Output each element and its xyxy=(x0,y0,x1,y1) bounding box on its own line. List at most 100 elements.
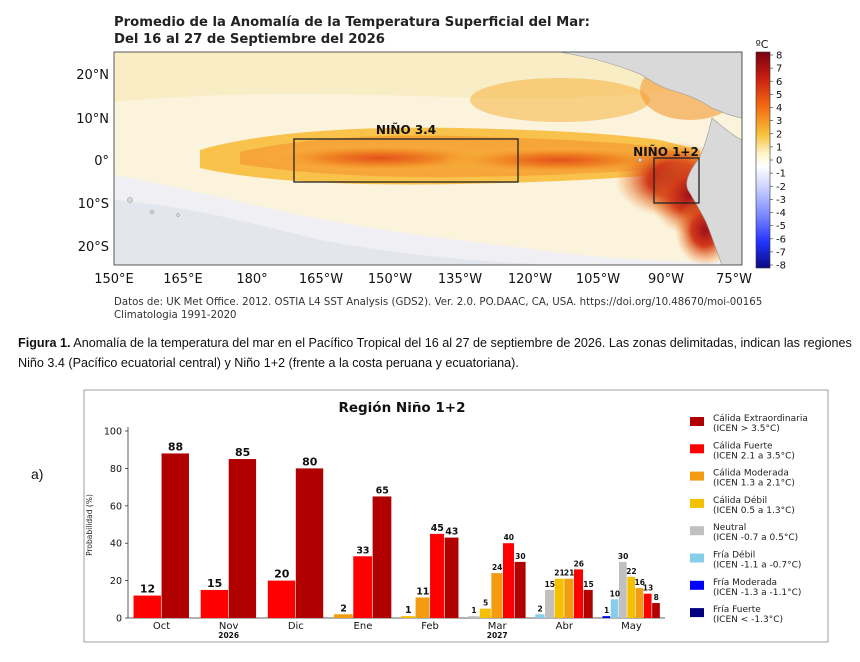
bar-calida-extraordinaria xyxy=(583,589,593,618)
bar-calida-fuerte xyxy=(133,595,161,618)
bar-value-label: 1 xyxy=(405,605,412,616)
figure-caption: Figura 1. Anomalía de la temperatura del… xyxy=(18,333,858,373)
bar-value-label: 15 xyxy=(207,577,222,590)
legend-label: Neutral xyxy=(713,523,746,533)
bar-value-label: 43 xyxy=(445,527,458,538)
year-label: 2026 xyxy=(218,631,239,640)
x-tick-label: Nov xyxy=(219,621,239,632)
colorbar-tick: -2 xyxy=(776,182,786,193)
bar-value-label: 5 xyxy=(483,599,488,608)
bar-calida-fuerte xyxy=(643,593,652,618)
colorbar-tick: -5 xyxy=(776,221,786,232)
lon-label: 150°W xyxy=(368,272,412,287)
legend-range: (ICEN 1.3 a 2.1°C) xyxy=(713,479,795,489)
nino12-box xyxy=(653,157,700,204)
lon-label: 150°E xyxy=(94,272,134,287)
bar-calida-fuerte xyxy=(353,556,373,618)
legend-swatch-neutral xyxy=(690,526,704,536)
bar-calida-fuerte xyxy=(502,543,514,618)
legend-range: (ICEN 0.5 a 1.3°C) xyxy=(713,506,795,516)
legend-label: Cálida Fuerte xyxy=(713,441,773,451)
bar-value-label: 80 xyxy=(302,455,318,468)
x-tick-label: Dic xyxy=(288,621,304,632)
lon-label: 90°W xyxy=(648,272,684,287)
bar-value-label: 30 xyxy=(618,552,628,561)
year-label: 2027 xyxy=(487,631,508,640)
bar-value-label: 11 xyxy=(416,586,429,597)
y-tick-label: 20 xyxy=(110,576,122,587)
lon-label: 120°W xyxy=(508,272,552,287)
bar-calida-extraordinaria xyxy=(161,453,189,618)
bar-value-label: 22 xyxy=(626,567,636,576)
bar-value-label: 26 xyxy=(574,559,584,568)
bar-value-label: 21 xyxy=(554,569,564,578)
bar-value-label: 85 xyxy=(235,446,250,459)
bar-value-label: 13 xyxy=(643,584,653,593)
legend-swatch-calida-debil xyxy=(690,498,704,508)
bar-calida-extraordinaria xyxy=(372,496,392,618)
bar-neutral xyxy=(544,589,555,618)
bar-value-label: 2 xyxy=(340,603,347,614)
x-tick-label: Mar xyxy=(488,621,508,632)
colorbar-tick: 5 xyxy=(776,90,782,101)
nino12-label: NIÑO 1+2 xyxy=(633,144,699,159)
bar-value-label: 12 xyxy=(140,583,155,596)
bar-value-label: 30 xyxy=(515,552,525,561)
bar-value-label: 20 xyxy=(274,568,290,581)
legend-label: Fría Moderada xyxy=(713,578,777,588)
bar-value-label: 1 xyxy=(604,606,609,615)
map-source-line1: Datos de: UK Met Office. 2012. OSTIA L4 … xyxy=(114,297,763,308)
legend-label: Cálida Débil xyxy=(713,495,767,506)
bar-neutral xyxy=(468,616,480,618)
lat-label: 10°S xyxy=(78,197,109,212)
bar-calida-debil xyxy=(401,616,415,618)
lon-label: 105°W xyxy=(576,272,620,287)
lon-label: 75°W xyxy=(716,272,752,287)
bar-value-label: 15 xyxy=(583,580,593,589)
legend-range: (ICEN > 3.5°C) xyxy=(713,424,780,434)
bar-fria-debil xyxy=(610,599,619,618)
bar-calida-moderada xyxy=(415,597,430,618)
bar-calida-extraordinaria xyxy=(444,537,459,618)
x-tick-label: Feb xyxy=(421,621,439,632)
legend-label: Cálida Extraordinaria xyxy=(713,414,808,424)
y-tick-label: 100 xyxy=(104,427,122,438)
legend-range: (ICEN -0.7 a 0.5°C) xyxy=(713,533,798,543)
bar-value-label: 88 xyxy=(168,440,183,453)
colorbar-tick: 8 xyxy=(776,51,782,62)
bar-value-label: 40 xyxy=(504,533,514,542)
bar-calida-extraordinaria xyxy=(228,459,257,618)
colorbar-tick: 1 xyxy=(776,142,782,153)
lat-label: 20°S xyxy=(78,240,109,255)
map-title: Promedio de la Anomalía de la Temperatur… xyxy=(114,14,590,48)
lat-label: 10°N xyxy=(76,112,109,127)
map-title-line1: Promedio de la Anomalía de la Temperatur… xyxy=(114,15,590,30)
bar-calida-moderada xyxy=(635,588,644,618)
legend-range: (ICEN -1.3 a -1.1°C) xyxy=(713,588,801,598)
bar-calida-debil xyxy=(627,576,635,618)
legend-swatch-calida-extraordinaria xyxy=(690,417,704,426)
colorbar-tick: -6 xyxy=(776,234,786,245)
bar-neutral xyxy=(619,561,627,618)
lon-label: 180° xyxy=(236,272,267,287)
bar-value-label: 10 xyxy=(610,589,620,598)
lat-label: 20°N xyxy=(76,68,109,83)
x-tick-label: Oct xyxy=(153,621,170,632)
x-tick-label: Abr xyxy=(556,621,574,632)
legend-swatch-fria-moderada xyxy=(690,580,704,590)
x-tick-label: May xyxy=(621,621,642,632)
bar-value-label: 8 xyxy=(654,593,659,602)
chart-frame xyxy=(83,389,829,643)
legend-swatch-calida-fuerte xyxy=(690,444,704,454)
nino34-label: NIÑO 3.4 xyxy=(376,122,436,137)
bar-calida-moderada xyxy=(491,573,503,618)
caption-text: Anomalía de la temperatura del mar en el… xyxy=(18,336,852,370)
panel-letter: a) xyxy=(31,466,44,482)
bar-calida-fuerte xyxy=(267,580,296,618)
bar-calida-extraordinaria xyxy=(652,603,660,618)
legend-swatch-fria-fuerte xyxy=(690,608,704,618)
bar-fria-debil xyxy=(535,614,545,618)
legend-swatch-calida-moderada xyxy=(690,471,704,481)
y-tick-label: 0 xyxy=(116,614,122,625)
